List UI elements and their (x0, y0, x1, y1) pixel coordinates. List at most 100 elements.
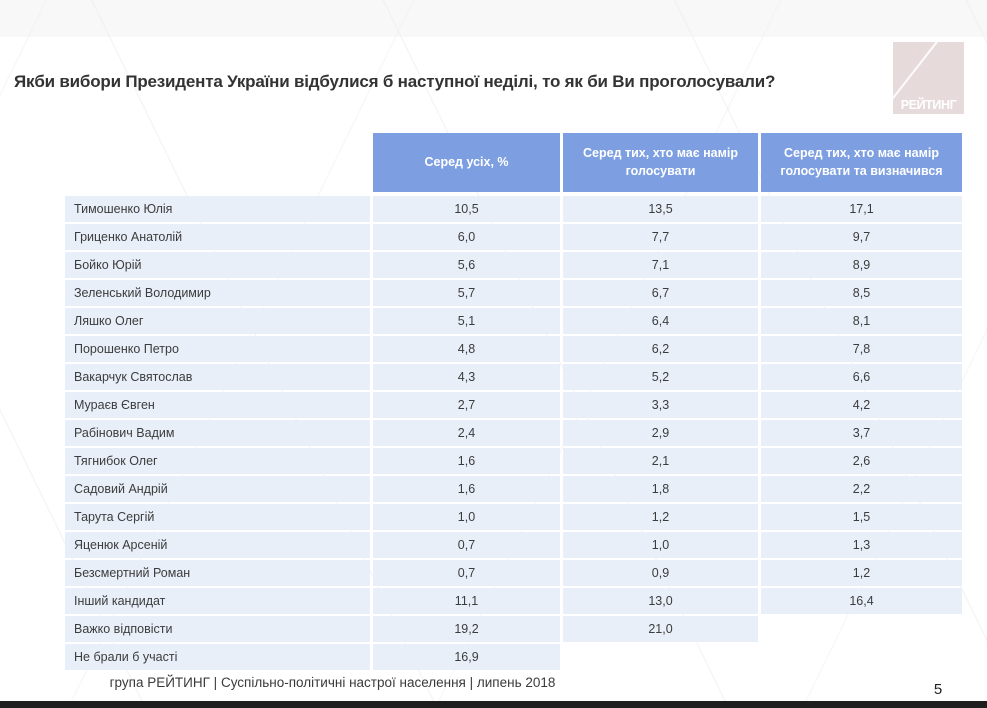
table-row: Порошенко Петро 4,8 6,2 7,8 (65, 336, 962, 362)
candidate-name-cell: Вакарчук Святослав (65, 364, 370, 390)
value-cell: 10,5 (373, 196, 560, 222)
value-cell: 0,9 (563, 560, 758, 586)
top-decorative-strip (0, 0, 987, 37)
bottom-bar (0, 701, 987, 708)
value-cell: 16,9 (373, 644, 560, 670)
value-cell: 6,4 (563, 308, 758, 334)
value-cell: 1,0 (563, 532, 758, 558)
value-cell: 3,3 (563, 392, 758, 418)
value-cell: 7,7 (563, 224, 758, 250)
table-row: Тягнибок Олег 1,6 2,1 2,6 (65, 448, 962, 474)
value-cell: 6,6 (761, 364, 962, 390)
value-cell: 2,2 (761, 476, 962, 502)
value-cell: 5,6 (373, 252, 560, 278)
value-cell: 4,8 (373, 336, 560, 362)
value-cell: 3,7 (761, 420, 962, 446)
value-cell: 13,5 (563, 196, 758, 222)
value-cell: 4,3 (373, 364, 560, 390)
rating-logo-label: РЕЙТИНГ (900, 98, 957, 112)
value-cell: 4,2 (761, 392, 962, 418)
column-header-intend-to-vote: Серед тих, хто має намір голосувати (563, 133, 758, 192)
value-cell: 21,0 (563, 616, 758, 642)
page-title: Якби вибори Президента України відбулися… (14, 72, 776, 91)
table-row: Зеленський Володимир 5,7 6,7 8,5 (65, 280, 962, 306)
value-cell: 1,6 (373, 476, 560, 502)
empty-cell (563, 644, 758, 670)
value-cell: 2,1 (563, 448, 758, 474)
candidate-name-cell: Садовий Андрій (65, 476, 370, 502)
rating-group-logo: РЕЙТИНГ (893, 42, 964, 114)
table-body: Тимошенко Юлія 10,5 13,5 17,1 Гриценко Анато… (65, 196, 962, 670)
value-cell: 8,5 (761, 280, 962, 306)
column-header-intend-and-decided: Серед тих, хто має намір голосувати та в… (761, 133, 962, 192)
table-row: Тарута Сергій 1,0 1,2 1,5 (65, 504, 962, 530)
candidate-name-cell: Важко відповісти (65, 616, 370, 642)
table-header-corner (65, 133, 370, 192)
value-cell: 1,2 (563, 504, 758, 530)
value-cell: 5,1 (373, 308, 560, 334)
table-row: Інший кандидат 11,1 13,0 16,4 (65, 588, 962, 614)
page-number: 5 (933, 681, 943, 698)
table-header-row: Серед усіх, % Серед тих, хто має намір г… (65, 133, 962, 192)
candidate-name-cell: Яценюк Арсеній (65, 532, 370, 558)
candidate-name-cell: Порошенко Петро (65, 336, 370, 362)
candidate-name-cell: Рабінович Вадим (65, 420, 370, 446)
value-cell: 2,6 (761, 448, 962, 474)
table-row: Вакарчук Святослав 4,3 5,2 6,6 (65, 364, 962, 390)
value-cell: 6,0 (373, 224, 560, 250)
value-cell: 1,6 (373, 448, 560, 474)
value-cell: 19,2 (373, 616, 560, 642)
value-cell: 1,2 (761, 560, 962, 586)
value-cell: 0,7 (373, 560, 560, 586)
candidate-name-cell: Ляшко Олег (65, 308, 370, 334)
table-row: Мураєв Євген 2,7 3,3 4,2 (65, 392, 962, 418)
table-row: Садовий Андрій 1,6 1,8 2,2 (65, 476, 962, 502)
value-cell: 8,1 (761, 308, 962, 334)
value-cell: 6,2 (563, 336, 758, 362)
value-cell: 1,0 (373, 504, 560, 530)
value-cell: 5,7 (373, 280, 560, 306)
value-cell: 5,2 (563, 364, 758, 390)
candidate-name-cell: Бойко Юрій (65, 252, 370, 278)
value-cell: 11,1 (373, 588, 560, 614)
table-row: Ляшко Олег 5,1 6,4 8,1 (65, 308, 962, 334)
candidate-name-cell: Безсмертний Роман (65, 560, 370, 586)
value-cell: 16,4 (761, 588, 962, 614)
value-cell: 2,9 (563, 420, 758, 446)
value-cell: 17,1 (761, 196, 962, 222)
table-row: Рабінович Вадим 2,4 2,9 3,7 (65, 420, 962, 446)
candidate-name-cell: Тягнибок Олег (65, 448, 370, 474)
value-cell: 1,8 (563, 476, 758, 502)
candidate-name-cell: Тарута Сергій (65, 504, 370, 530)
empty-cell (761, 644, 962, 670)
value-cell: 0,7 (373, 532, 560, 558)
candidate-name-cell: Не брали б участі (65, 644, 370, 670)
empty-cell (761, 616, 962, 642)
value-cell: 7,8 (761, 336, 962, 362)
table-row: Безсмертний Роман 0,7 0,9 1,2 (65, 560, 962, 586)
candidate-name-cell: Гриценко Анатолій (65, 224, 370, 250)
candidate-name-cell: Інший кандидат (65, 588, 370, 614)
table-row: Важко відповісти 19,2 21,0 (65, 616, 962, 642)
value-cell: 1,5 (761, 504, 962, 530)
value-cell: 13,0 (563, 588, 758, 614)
poll-results-table: Серед усіх, % Серед тих, хто має намір г… (65, 133, 962, 672)
candidate-name-cell: Мураєв Євген (65, 392, 370, 418)
table-row: Яценюк Арсеній 0,7 1,0 1,3 (65, 532, 962, 558)
column-header-among-all: Серед усіх, % (373, 133, 560, 192)
candidate-name-cell: Тимошенко Юлія (65, 196, 370, 222)
table-row: Бойко Юрій 5,6 7,1 8,9 (65, 252, 962, 278)
table-row: Тимошенко Юлія 10,5 13,5 17,1 (65, 196, 962, 222)
value-cell: 9,7 (761, 224, 962, 250)
value-cell: 1,3 (761, 532, 962, 558)
value-cell: 7,1 (563, 252, 758, 278)
table-row: Не брали б участі 16,9 (65, 644, 962, 670)
table-row: Гриценко Анатолій 6,0 7,7 9,7 (65, 224, 962, 250)
value-cell: 2,7 (373, 392, 560, 418)
candidate-name-cell: Зеленський Володимир (65, 280, 370, 306)
footer-source-text: група РЕЙТИНГ | Суспільно-політичні наст… (109, 675, 556, 690)
value-cell: 6,7 (563, 280, 758, 306)
value-cell: 2,4 (373, 420, 560, 446)
value-cell: 8,9 (761, 252, 962, 278)
